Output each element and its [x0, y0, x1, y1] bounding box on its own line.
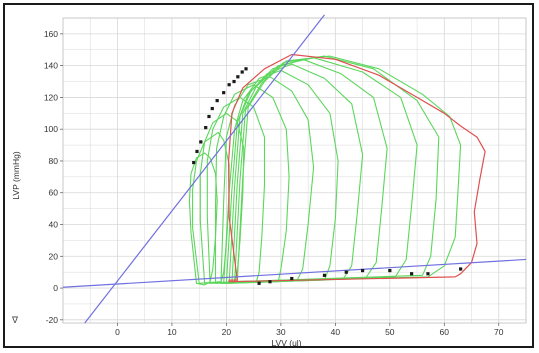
relation-lines	[62, 14, 527, 324]
corner-glyph: ∇	[12, 316, 19, 326]
plot-border	[62, 17, 527, 324]
x-tick-label: 70	[494, 327, 504, 337]
edp-point	[426, 272, 430, 276]
edpvr-line	[62, 258, 527, 288]
edp-point	[388, 268, 392, 273]
edp-point	[290, 276, 294, 281]
x-tick-label: 20	[222, 327, 232, 337]
esp-point	[222, 91, 226, 95]
x-tick-label: 10	[167, 327, 177, 337]
y-tick-label: 160	[44, 29, 58, 39]
pv-loop-7	[223, 69, 339, 284]
esp-point	[210, 106, 214, 111]
esp-point	[240, 70, 244, 74]
pv-loop-12	[236, 55, 462, 283]
edp-point	[257, 281, 261, 285]
y-tick-label: 40	[49, 220, 59, 230]
y-tick-label: 60	[49, 188, 59, 198]
esp-point	[236, 75, 240, 79]
esp-point	[215, 99, 219, 103]
esp-point	[232, 79, 236, 84]
edp-point	[322, 273, 327, 277]
esp-point	[227, 83, 231, 87]
esp-point	[207, 114, 211, 119]
y-tick-label: 80	[49, 156, 59, 166]
y-tick-label: 20	[49, 251, 59, 261]
x-tick-label: 30	[276, 327, 286, 337]
edp-point	[344, 270, 348, 274]
edp-point	[268, 280, 272, 284]
pv-loop-2	[192, 131, 230, 284]
x-tick-label: 0	[115, 327, 120, 337]
edp-point	[360, 268, 365, 273]
pv-loop-5	[214, 84, 290, 284]
y-tick-label: 120	[44, 92, 58, 102]
tick-labels: 0 10 20 30 40 50 60 70 -20 0 20 40 60 80 100 120 140 160	[44, 29, 504, 337]
pv-loop-1	[188, 152, 218, 286]
esp-point	[199, 140, 203, 144]
loops-layer	[188, 53, 486, 286]
points-layer	[192, 67, 463, 285]
pv-loop-6	[220, 76, 315, 284]
esp-point	[244, 67, 248, 71]
edp-point	[410, 272, 414, 276]
x-tick-label: 40	[331, 327, 341, 337]
grid-layer	[62, 17, 527, 324]
espvr-line	[84, 14, 325, 324]
x-tick-label: 60	[440, 327, 450, 337]
edp-point	[459, 267, 463, 271]
pv-loop-9	[228, 58, 388, 284]
esp-point	[195, 149, 199, 154]
pv-loop-11	[234, 55, 440, 283]
esp-point	[204, 126, 208, 130]
chart-frame: 0 10 20 30 40 50 60 70 -20 0 20 40 60 80 100 120 140 160 …	[3, 3, 534, 348]
pv-loop-10	[231, 57, 418, 284]
y-tick-label: -20	[46, 315, 59, 325]
pv-loop-chart: 0 10 20 30 40 50 60 70-20020406080100120140160 …	[11, 14, 527, 346]
y-axis-label: LVP (mmHg)	[11, 151, 21, 200]
y-tick-label: 100	[44, 124, 58, 134]
esp-point	[192, 160, 196, 165]
x-axis-label: LVV (ul)	[271, 338, 301, 346]
reference-loop	[228, 53, 486, 283]
x-tick-label: 50	[385, 327, 395, 337]
y-tick-label: 0	[53, 283, 58, 293]
pv-loop-8	[225, 63, 364, 284]
pv-loop-4	[206, 96, 266, 284]
y-tick-label: 140	[44, 61, 58, 71]
